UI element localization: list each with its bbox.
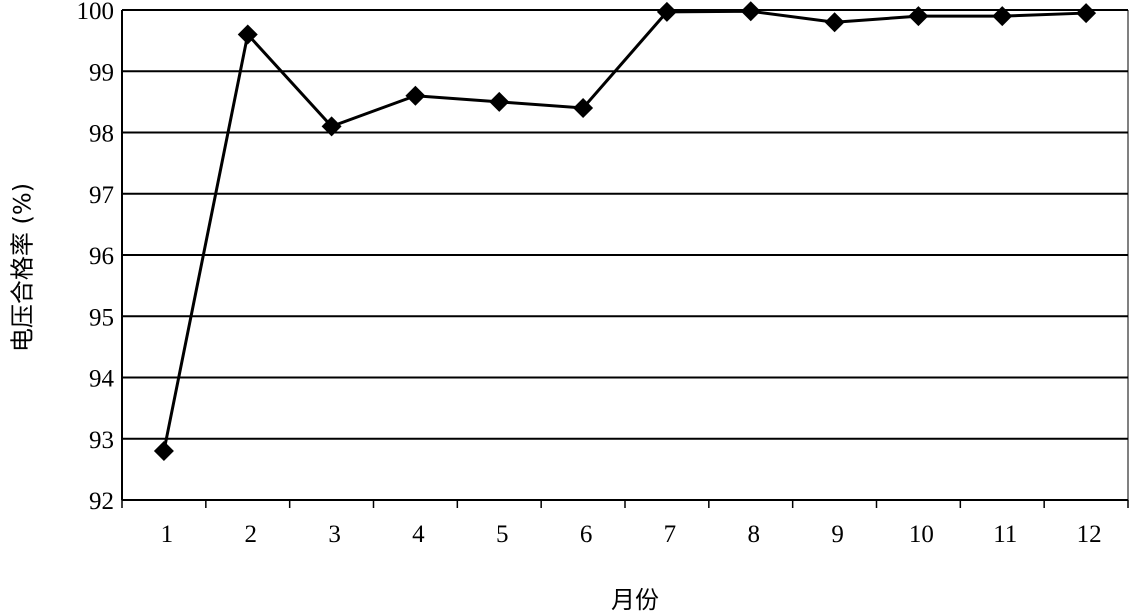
y-tick-label: 96 [89, 243, 114, 270]
x-tick-label: 12 [1077, 521, 1102, 548]
data-point [489, 91, 510, 112]
y-tick-label: 95 [89, 304, 114, 331]
data-point [1076, 3, 1097, 24]
y-tick-label: 94 [89, 366, 115, 393]
data-point [405, 85, 426, 106]
x-tick-label: 11 [993, 521, 1017, 548]
y-tick-label: 93 [89, 427, 114, 454]
y-tick-label: 100 [77, 0, 115, 25]
data-point [153, 441, 174, 461]
data-point [824, 12, 845, 33]
x-tick-label: 2 [245, 521, 258, 548]
x-tick-label: 3 [328, 521, 341, 548]
x-tick-label: 10 [909, 521, 934, 548]
y-tick-label: 98 [89, 121, 114, 148]
data-point [321, 116, 342, 137]
data-point [573, 98, 594, 118]
x-tick-label: 5 [496, 521, 509, 548]
y-axis-label: 电压合格率 (%) [8, 182, 37, 353]
y-tick-label: 99 [89, 59, 114, 86]
x-tick-label: 9 [831, 521, 844, 548]
y-tick-label: 92 [89, 488, 114, 515]
data-point [237, 24, 258, 45]
x-tick-label: 8 [748, 521, 761, 548]
data-point [908, 6, 929, 27]
y-tick-label: 97 [89, 182, 114, 209]
x-tick-label: 6 [580, 521, 593, 548]
data-point [656, 1, 677, 22]
x-tick-label: 7 [664, 521, 677, 548]
series-line [162, 9, 1087, 452]
data-point [740, 1, 761, 22]
x-tick-label: 1 [161, 521, 174, 548]
data-point [992, 6, 1013, 27]
x-tick-label: 4 [412, 521, 425, 548]
x-axis-label: 月份 [611, 586, 659, 614]
